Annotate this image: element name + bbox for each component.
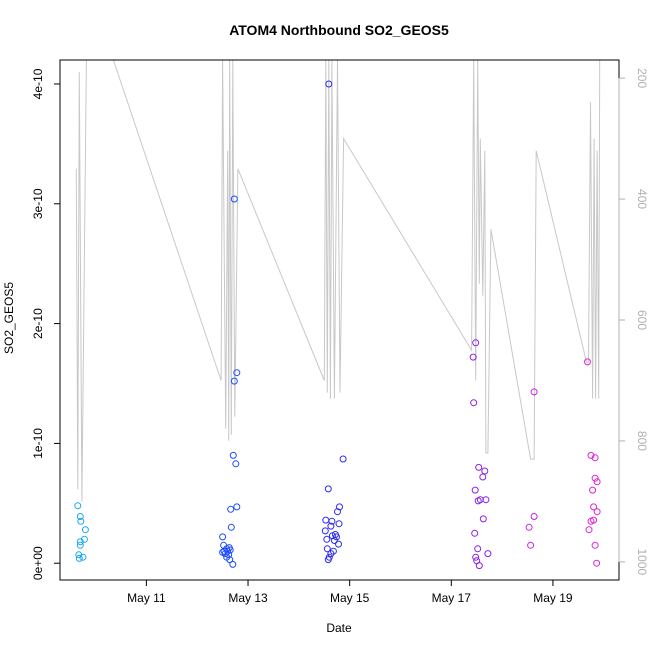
data-point	[472, 553, 480, 561]
data-point	[471, 529, 479, 537]
y-tick-label: 0e+00	[31, 546, 45, 580]
data-point	[74, 502, 82, 510]
data-point	[81, 526, 89, 534]
data-point	[484, 550, 492, 558]
data-point	[233, 369, 241, 377]
data-point	[479, 473, 487, 481]
data-point	[591, 454, 599, 462]
data-point	[525, 523, 533, 531]
y2-tick-label: 600	[635, 310, 649, 330]
data-point	[227, 523, 235, 531]
so2-points	[74, 80, 601, 570]
y-tick-label: 4e-10	[31, 68, 45, 99]
data-point	[470, 399, 478, 407]
data-point	[229, 451, 237, 459]
data-point	[482, 496, 490, 504]
data-point	[226, 546, 234, 554]
data-point	[474, 497, 482, 505]
data-point	[591, 474, 599, 482]
data-point	[589, 486, 597, 494]
data-point	[530, 388, 538, 396]
data-point	[322, 516, 330, 524]
data-point	[227, 505, 235, 513]
x-tick-label: May 11	[127, 591, 166, 605]
data-point	[233, 503, 241, 511]
data-point	[229, 560, 237, 568]
data-point	[530, 513, 538, 520]
data-point	[481, 467, 489, 475]
data-point	[232, 460, 240, 468]
y-axis-label: SO2_GEOS5	[2, 282, 16, 354]
pressure-polyline	[75, 60, 601, 502]
data-point	[475, 463, 483, 471]
data-point	[76, 513, 84, 520]
data-point	[475, 562, 483, 570]
data-point	[324, 556, 332, 564]
x-tick-label: May 17	[432, 591, 472, 605]
y2-tick-label: 200	[635, 68, 649, 88]
y2-tick-label: 1000	[635, 549, 649, 576]
data-point	[333, 533, 340, 541]
y2-axis: 200 400 600 800 1000	[618, 68, 649, 576]
data-point	[590, 503, 598, 511]
x-tick-label: May 15	[330, 591, 370, 605]
data-point	[593, 478, 601, 486]
y2-tick-label: 400	[635, 189, 649, 209]
data-point	[323, 535, 331, 543]
data-point	[591, 541, 599, 549]
data-point	[328, 517, 336, 525]
y2-tick-label: 800	[635, 431, 649, 451]
data-point	[593, 559, 601, 567]
data-point	[75, 554, 83, 562]
data-point	[335, 540, 342, 548]
y-axis: 0e+00 1e-10 2e-10 3e-10 4e-10	[31, 68, 61, 580]
data-point	[334, 508, 341, 516]
data-point	[469, 353, 477, 361]
data-point	[479, 515, 487, 523]
y-tick-label: 1e-10	[31, 428, 45, 459]
data-point	[221, 550, 229, 558]
x-axis: May 11 May 13 May 15 May 17 May 19	[127, 579, 573, 605]
x-axis-label: Date	[326, 621, 352, 635]
data-point	[585, 526, 593, 534]
data-point	[219, 533, 227, 541]
data-point	[323, 545, 331, 553]
data-point	[590, 516, 598, 524]
data-point	[335, 520, 343, 528]
data-point	[327, 522, 335, 530]
data-point	[76, 538, 84, 546]
data-point	[593, 508, 601, 516]
chart-title: ATOM4 Northbound SO2_GEOS5	[229, 22, 449, 38]
data-point	[77, 517, 85, 525]
x-tick-label: May 13	[228, 591, 268, 605]
data-point	[230, 195, 238, 203]
data-point	[474, 545, 482, 553]
y-tick-label: 3e-10	[31, 188, 45, 219]
data-point	[472, 339, 480, 347]
data-point	[321, 527, 329, 535]
x-tick-label: May 19	[533, 591, 573, 605]
data-point	[230, 377, 238, 385]
data-point	[325, 80, 333, 88]
pressure-line	[75, 60, 601, 502]
y-tick-label: 2e-10	[31, 308, 45, 339]
data-point	[584, 358, 591, 366]
data-point	[339, 455, 347, 463]
data-point	[327, 550, 335, 558]
data-point	[226, 556, 234, 564]
data-point	[527, 541, 535, 549]
data-point	[76, 541, 84, 549]
data-point	[79, 553, 87, 561]
data-point	[471, 486, 479, 494]
data-point	[330, 537, 338, 544]
data-point	[324, 485, 332, 493]
